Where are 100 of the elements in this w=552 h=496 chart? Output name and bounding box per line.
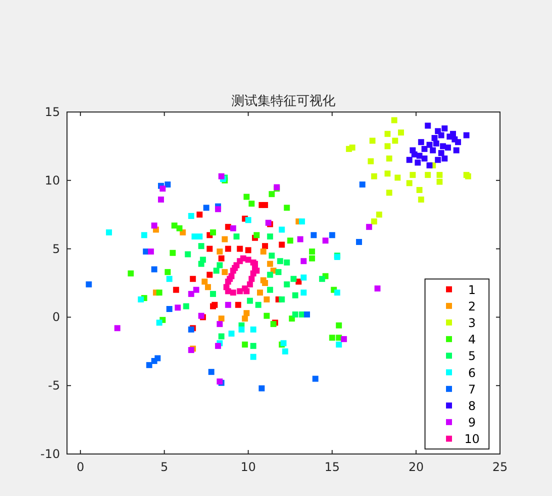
point [216, 248, 223, 255]
point [174, 304, 181, 311]
point [267, 260, 274, 267]
point [248, 200, 255, 207]
point [262, 280, 268, 286]
point [183, 303, 190, 310]
point [156, 290, 162, 296]
point [222, 236, 228, 242]
point [232, 264, 238, 271]
point [433, 140, 440, 146]
point [284, 281, 290, 288]
point [329, 232, 336, 238]
point [418, 196, 424, 203]
point [156, 320, 162, 326]
point [204, 284, 211, 290]
point [438, 132, 444, 138]
point [225, 302, 232, 308]
point [258, 385, 265, 392]
y-tick-label: 5 [52, 242, 60, 256]
point [236, 258, 243, 264]
point [312, 376, 318, 382]
point [170, 250, 176, 256]
point [309, 255, 316, 262]
point [267, 286, 274, 293]
point [230, 225, 236, 232]
point [290, 276, 297, 282]
point [418, 139, 424, 146]
point [86, 281, 92, 288]
point [421, 156, 428, 162]
point [369, 138, 376, 144]
point [410, 172, 416, 178]
point [430, 147, 436, 154]
point [334, 290, 340, 296]
x-tick-label: 5 [160, 460, 168, 474]
point [359, 182, 366, 188]
point [319, 276, 326, 282]
point [244, 194, 250, 200]
point [160, 186, 166, 192]
point [228, 330, 234, 337]
legend-label: 4 [468, 332, 476, 347]
legend-label: 8 [468, 399, 476, 413]
point [426, 142, 433, 148]
point [376, 212, 382, 218]
legend-label: 6 [468, 366, 476, 380]
point [198, 260, 204, 267]
point [438, 150, 444, 156]
point [298, 218, 305, 224]
point [203, 204, 210, 211]
point [406, 156, 412, 163]
y-tick-label: 10 [44, 173, 60, 188]
point [426, 162, 433, 168]
point [208, 368, 214, 375]
point [442, 125, 448, 132]
point [146, 362, 152, 368]
point [176, 225, 182, 232]
y-tick-label: 15 [44, 105, 60, 119]
point [336, 342, 342, 348]
point [218, 316, 224, 322]
point [236, 288, 243, 294]
point [260, 248, 266, 255]
point [106, 229, 112, 236]
point [416, 152, 422, 159]
point [406, 180, 412, 186]
point [391, 117, 398, 124]
point [193, 286, 200, 293]
point [262, 202, 268, 208]
point [309, 248, 316, 255]
point [164, 269, 171, 276]
point [255, 302, 262, 308]
chart-title: 测试集特征可视化 [232, 94, 336, 109]
point [416, 186, 422, 193]
point [154, 355, 161, 362]
point [128, 270, 134, 276]
point [141, 232, 148, 238]
point [216, 262, 223, 268]
point [202, 278, 208, 285]
point [268, 252, 275, 259]
point [254, 232, 260, 238]
point [166, 276, 172, 282]
point [463, 132, 470, 138]
point [216, 321, 223, 328]
point [244, 310, 250, 316]
point [264, 312, 270, 319]
point [236, 246, 243, 252]
point [213, 268, 220, 274]
point [336, 322, 342, 328]
point [190, 276, 196, 282]
point [250, 342, 256, 349]
point [453, 147, 460, 154]
point [234, 233, 240, 240]
legend-label: 5 [468, 349, 476, 364]
point [218, 173, 224, 180]
point [257, 290, 264, 296]
point [151, 222, 158, 229]
point [304, 311, 310, 318]
point [374, 285, 380, 292]
point [282, 348, 288, 354]
point [188, 212, 194, 219]
point [349, 144, 356, 151]
point [394, 174, 401, 181]
